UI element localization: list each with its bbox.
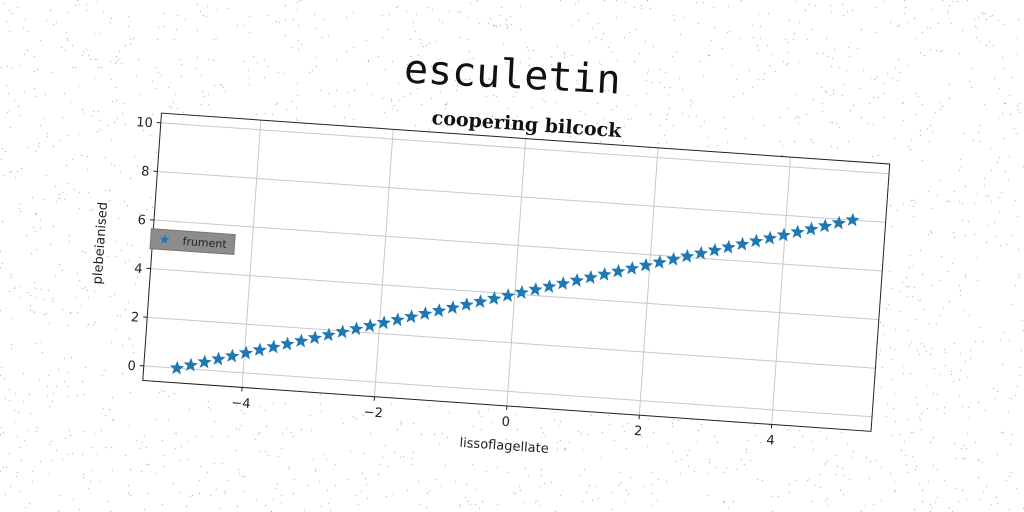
data-point <box>418 306 433 321</box>
data-point <box>790 224 805 239</box>
data-point <box>680 248 695 263</box>
legend-marker-frument <box>160 234 170 244</box>
data-point <box>280 336 295 351</box>
data-point <box>225 348 240 363</box>
x-axis-label: lissoflagellate <box>459 436 549 457</box>
y-axis-label: plebeianised <box>90 201 111 284</box>
x-gridline <box>506 138 527 406</box>
data-point <box>624 260 640 275</box>
data-point <box>749 233 764 248</box>
data-point <box>556 276 571 290</box>
data-point <box>335 324 350 339</box>
data-point <box>818 218 833 233</box>
y-tick-label: 4 <box>134 262 143 278</box>
grid <box>143 120 890 425</box>
data-point <box>390 312 405 327</box>
y-gridline <box>147 316 876 369</box>
x-tick-label: −4 <box>231 396 251 412</box>
x-gridline <box>373 129 394 397</box>
data-point <box>169 360 185 375</box>
data-point <box>776 227 791 242</box>
data-point <box>597 267 612 281</box>
data-point <box>500 288 516 303</box>
data-point <box>266 339 281 354</box>
data-point <box>404 309 419 324</box>
data-point <box>211 351 226 366</box>
data-point <box>431 303 447 318</box>
data-point <box>542 279 557 293</box>
data-point <box>294 333 309 348</box>
x-tick-label: 4 <box>766 433 775 449</box>
data-point <box>487 291 502 306</box>
y-tick-label: 8 <box>141 164 150 180</box>
data-point <box>707 242 722 257</box>
legend-entry-frument: frument <box>182 235 228 251</box>
data-point <box>349 321 364 336</box>
data-point <box>652 254 667 269</box>
data-point <box>528 282 543 296</box>
x-tick-label: 0 <box>501 415 510 431</box>
data-point <box>307 330 323 345</box>
data-point <box>831 215 847 230</box>
x-gridline <box>638 147 659 416</box>
data-point <box>514 285 529 299</box>
data-point <box>693 245 709 260</box>
y-tick-label: 6 <box>137 213 146 229</box>
data-point <box>721 239 736 254</box>
data-point <box>569 273 585 287</box>
data-point <box>252 342 267 357</box>
data-point <box>845 212 860 227</box>
data-point <box>804 221 819 236</box>
y-tick-label: 10 <box>136 115 154 131</box>
x-gridline <box>771 157 791 425</box>
data-point <box>376 315 391 330</box>
data-point <box>321 327 336 342</box>
y-gridline <box>150 268 879 321</box>
data-point <box>762 230 778 245</box>
data-point <box>638 257 653 272</box>
series-frument <box>169 212 860 375</box>
data-point <box>583 270 598 284</box>
y-gridline <box>143 365 873 418</box>
data-point <box>362 318 378 333</box>
x-tick-label: −2 <box>363 405 383 421</box>
axis-ticks: −4 −2 0 2 4 0 2 4 6 8 10 <box>127 115 775 449</box>
data-point <box>238 345 254 360</box>
legend: frument <box>149 228 236 256</box>
data-point <box>473 294 488 309</box>
y-gridline <box>153 219 883 272</box>
data-point <box>666 251 681 266</box>
y-gridline <box>160 122 890 175</box>
data-point <box>197 354 212 369</box>
data-point <box>611 263 626 278</box>
legend-box <box>149 228 236 256</box>
data-point <box>445 300 460 315</box>
x-gridline <box>241 120 262 388</box>
x-tick-label: 2 <box>634 424 643 440</box>
data-point <box>735 236 750 251</box>
data-point <box>459 297 474 312</box>
y-tick-label: 0 <box>127 359 136 375</box>
y-tick-label: 2 <box>130 310 139 326</box>
y-gridline <box>157 170 886 223</box>
data-point <box>183 357 198 372</box>
